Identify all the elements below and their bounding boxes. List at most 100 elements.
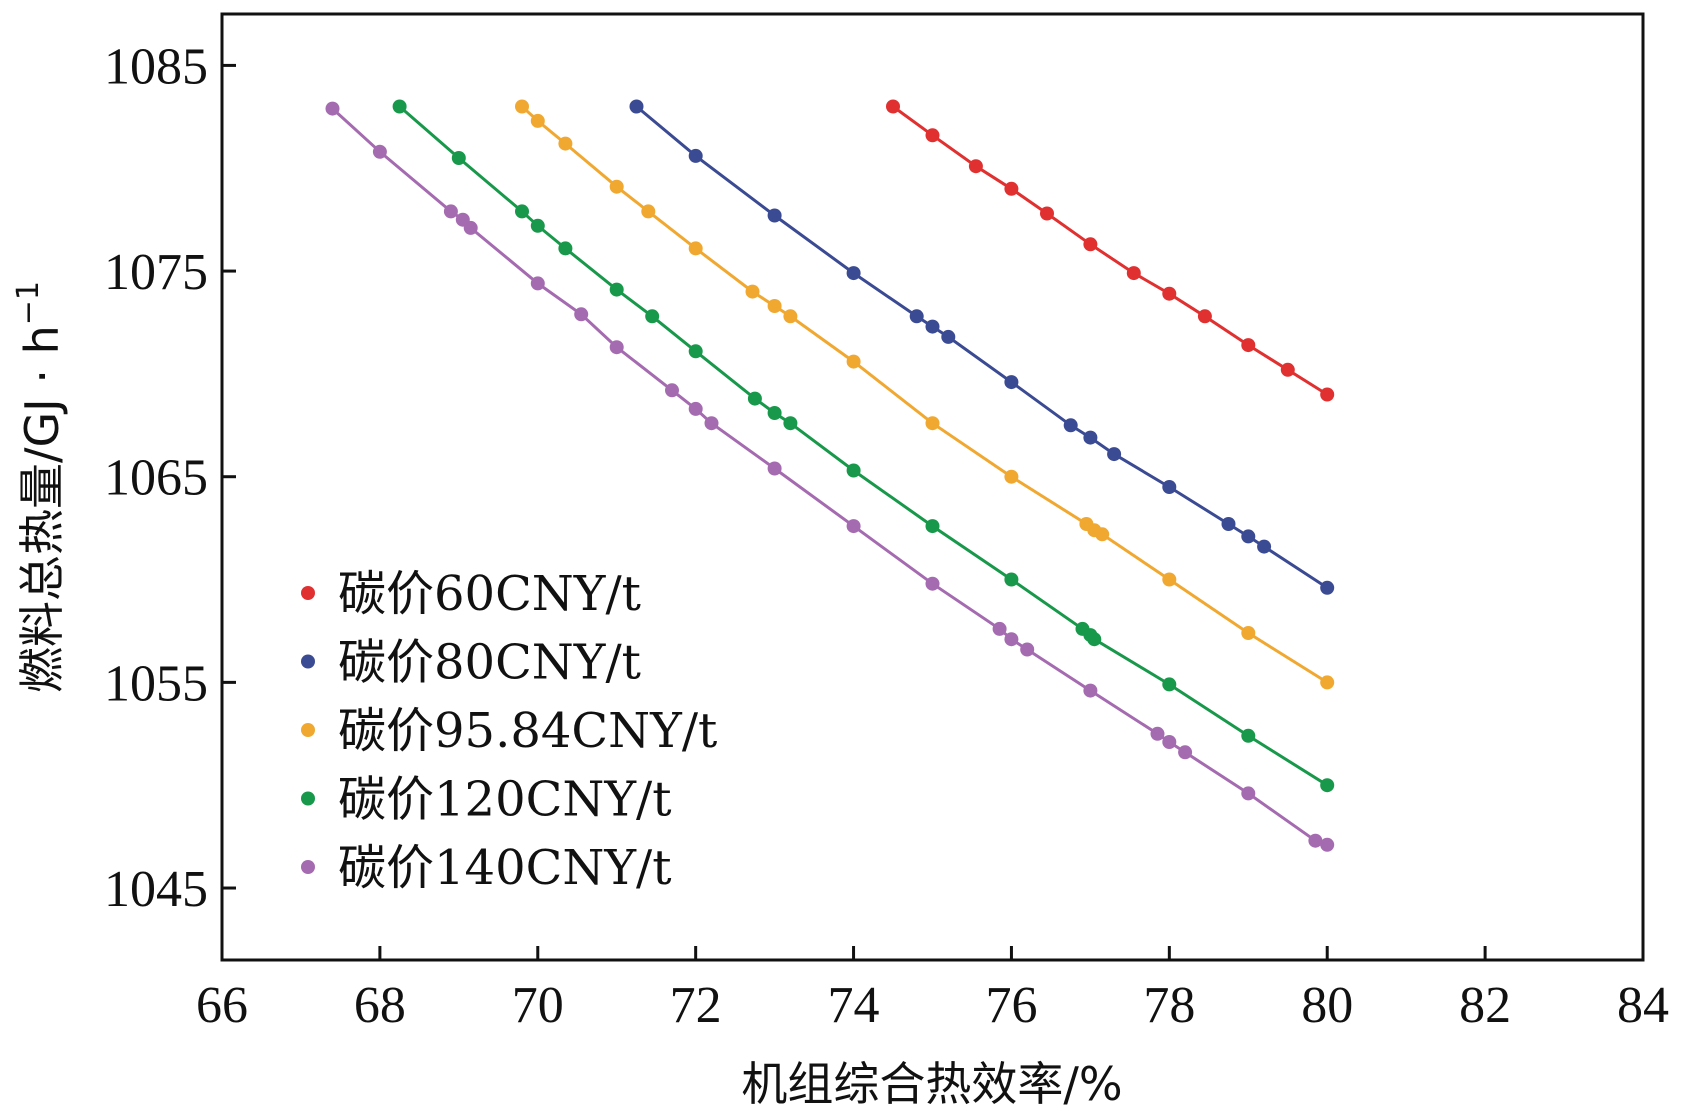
legend-item: 碳价140CNY/t (301, 840, 672, 896)
data-point (783, 309, 798, 324)
data-point (1197, 309, 1212, 324)
data-point (688, 401, 703, 416)
svg-text:燃料总热量/GJ · h−1: 燃料总热量/GJ · h−1 (11, 281, 69, 693)
data-point (609, 340, 624, 355)
legend-item: 碳价120CNY/t (301, 772, 672, 828)
data-point (1162, 572, 1177, 587)
x-tick-label: 66 (196, 977, 248, 1034)
data-point (992, 621, 1007, 636)
data-point (925, 416, 940, 431)
x-axis-title: 机组综合热效率/% (741, 1057, 1122, 1111)
series-line (520, 105, 1328, 684)
data-point (1004, 632, 1019, 647)
data-point (1087, 632, 1102, 647)
x-tick-label: 72 (670, 977, 722, 1034)
data-point (767, 299, 782, 313)
data-point (1126, 266, 1141, 281)
y-tick-label: 1045 (104, 861, 208, 918)
data-point (846, 463, 861, 478)
data-point (747, 391, 762, 406)
data-point (1241, 529, 1256, 544)
data-point (558, 241, 573, 256)
series-3 (515, 99, 1335, 690)
data-point (1178, 745, 1193, 760)
legend-item: 碳价60CNY/t (301, 566, 641, 622)
legend-label: 碳价140CNY/t (338, 840, 672, 896)
y-tick-label: 1085 (104, 38, 208, 95)
data-point (846, 354, 861, 369)
data-point (515, 99, 529, 114)
x-tick-label: 78 (1143, 977, 1195, 1034)
data-point (846, 519, 861, 534)
data-point (645, 309, 660, 324)
x-tick-label: 82 (1459, 977, 1511, 1034)
data-point (767, 461, 782, 476)
data-point (767, 208, 782, 223)
data-point (1162, 286, 1177, 301)
data-point (1241, 786, 1256, 801)
data-point (1095, 527, 1110, 542)
data-point (1162, 677, 1177, 692)
y-axis: 1045 1055 1065 1075 1085 (104, 38, 236, 918)
data-point (846, 266, 861, 281)
series-line (892, 105, 1328, 396)
data-point (1004, 375, 1019, 390)
data-point (1280, 362, 1295, 377)
data-point (1107, 447, 1122, 462)
data-point (1004, 469, 1019, 484)
data-point (1083, 430, 1098, 445)
x-tick-label: 68 (354, 977, 406, 1034)
data-point (463, 220, 478, 235)
data-point (1004, 181, 1019, 196)
y-tick-label: 1075 (104, 244, 208, 301)
data-point (1257, 539, 1272, 554)
legend: 碳价60CNY/t 碳价80CNY/t 碳价95.84CNY/t 碳价120CNY/t… (301, 566, 717, 896)
legend-marker (301, 654, 315, 669)
legend-label: 碳价95.84CNY/t (338, 703, 717, 759)
data-point (1320, 675, 1335, 690)
plot-frame (220, 12, 1645, 962)
data-point (451, 151, 466, 165)
y-axis-title-unit-exponent: −1 (11, 281, 46, 325)
data-point (609, 179, 624, 194)
data-point (530, 218, 545, 233)
data-point (1320, 778, 1335, 793)
legend-label: 碳价60CNY/t (338, 566, 641, 622)
x-tick-label: 84 (1617, 977, 1669, 1034)
data-point (925, 319, 940, 334)
data-point (1162, 735, 1177, 749)
data-point (515, 204, 529, 219)
data-point (1308, 833, 1323, 848)
legend-marker (301, 860, 315, 874)
data-point (558, 136, 573, 151)
x-tick-label: 80 (1301, 977, 1353, 1034)
data-point (941, 329, 956, 344)
data-point (1020, 642, 1035, 657)
data-point (530, 276, 545, 291)
legend-marker (301, 586, 315, 600)
data-point (609, 282, 624, 297)
y-tick-label: 1065 (104, 450, 208, 507)
data-point (1004, 572, 1019, 587)
y-axis-title-main: 燃料总热量/GJ · h (15, 325, 69, 693)
x-tick-label: 76 (985, 977, 1037, 1034)
data-point (688, 148, 703, 163)
data-point (325, 101, 340, 116)
data-point (372, 144, 387, 159)
data-point (1162, 480, 1177, 494)
data-point (665, 383, 679, 398)
data-point (1063, 418, 1078, 433)
data-point (745, 284, 760, 299)
data-point (574, 307, 589, 322)
data-point (392, 99, 407, 114)
data-point (1040, 206, 1054, 221)
data-point (688, 344, 703, 359)
data-point (1150, 726, 1165, 741)
y-tick-label: 1055 (104, 655, 208, 712)
data-point (629, 99, 644, 114)
series-2 (629, 99, 1335, 595)
data-point (688, 241, 703, 256)
data-point (1083, 237, 1098, 252)
y-axis-title: 燃料总热量/GJ · h−1 (11, 281, 69, 693)
data-point (641, 204, 656, 219)
